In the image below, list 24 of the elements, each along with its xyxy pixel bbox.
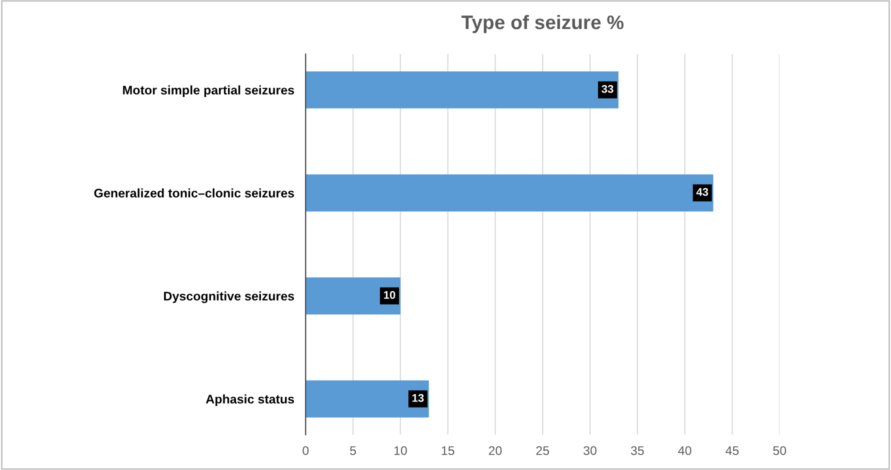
bar [306, 71, 618, 108]
x-tick-label: 50 [773, 446, 786, 456]
data-label: 43 [696, 188, 708, 196]
x-tick-label: 35 [630, 446, 644, 456]
data-label: 10 [384, 291, 396, 299]
x-tick-label: 25 [536, 446, 550, 456]
x-tick-label: 45 [726, 446, 739, 456]
x-tick-label: 40 [678, 446, 692, 456]
x-tick-label: 5 [350, 446, 356, 456]
data-label: 33 [602, 85, 614, 93]
bar [306, 277, 400, 314]
x-tick-label: 10 [394, 446, 407, 456]
data-label: 13 [412, 394, 424, 402]
chart-title: Type of seizure % [461, 14, 624, 34]
y-tick-label: Motor simple partial seizures [123, 85, 294, 98]
bar [306, 380, 429, 418]
bar [306, 174, 714, 212]
y-tick-label: Generalized tonic–clonic seizures [94, 188, 294, 198]
y-tick-label: Dyscognitive seizures [164, 291, 294, 304]
y-tick-label: Aphasic status [206, 394, 294, 406]
x-tick-label: 30 [584, 446, 596, 456]
x-tick-label: 15 [442, 446, 454, 456]
x-tick-label: 0 [302, 446, 309, 456]
x-tick-label: 20 [488, 446, 502, 456]
